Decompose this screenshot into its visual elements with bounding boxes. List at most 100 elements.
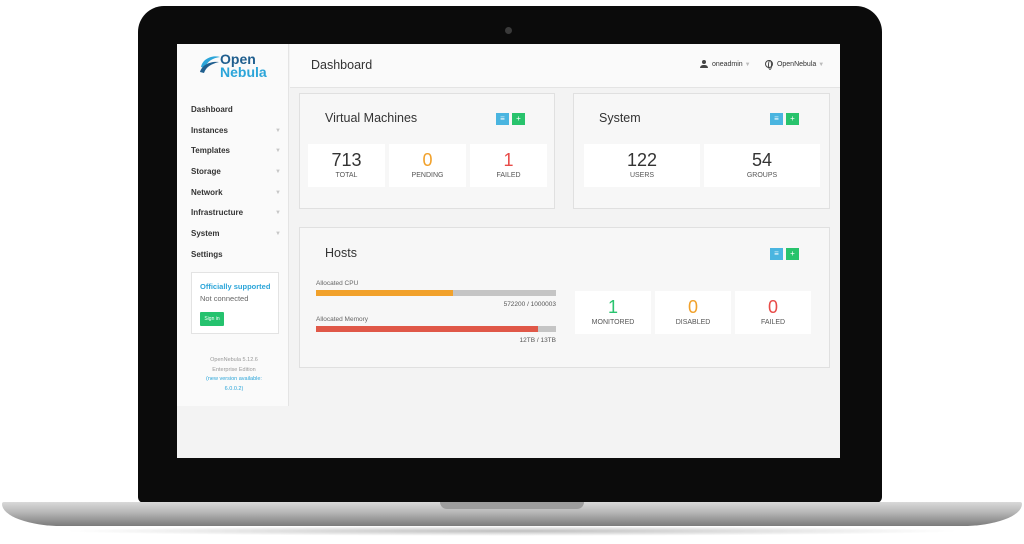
stat-label: PENDING: [411, 172, 444, 179]
vm-stat-pending[interactable]: 0 PENDING: [389, 144, 466, 187]
hosts-panel-actions: ≡ +: [770, 248, 799, 260]
stat-label: GROUPS: [746, 172, 778, 179]
user-icon: [700, 60, 708, 68]
plus-icon: +: [516, 114, 521, 123]
vm-stat-total[interactable]: 713 TOTAL: [308, 144, 385, 187]
plus-icon: +: [790, 114, 795, 123]
hosts-stat-failed[interactable]: 0 FAILED: [735, 291, 811, 334]
stat-label: DISABLED: [675, 319, 711, 326]
list-button[interactable]: ≡: [770, 113, 783, 125]
sidebar-item-settings[interactable]: Settings: [191, 250, 281, 271]
list-icon: ≡: [774, 249, 779, 258]
camera-icon: [505, 27, 512, 34]
user-menu[interactable]: oneadmin ▼: [700, 60, 751, 68]
stat-value: 1: [607, 297, 618, 317]
sidebar-item-infrastructure[interactable]: Infrastructure ▼: [191, 208, 281, 229]
cpu-bar: [316, 290, 556, 296]
stat-value: 713: [331, 150, 362, 170]
memory-bar-fill: [316, 326, 538, 332]
stat-value: 1: [503, 150, 514, 170]
support-status: Not connected: [200, 294, 249, 303]
sidebar-item-label: Storage: [191, 167, 221, 177]
system-stat-groups[interactable]: 54 GROUPS: [704, 144, 820, 187]
vm-panel-actions: ≡ +: [496, 113, 525, 125]
memory-value: 12TB / 13TB: [519, 337, 557, 344]
laptop-shadow: [60, 526, 964, 536]
memory-label: Allocated Memory: [316, 316, 369, 323]
stat-value: 0: [687, 297, 698, 317]
chevron-down-icon: ▼: [275, 127, 281, 134]
nebula-logo-icon: [200, 56, 220, 73]
sidebar-item-label: Dashboard: [191, 105, 233, 114]
system-panel-actions: ≡ +: [770, 113, 799, 125]
system-stat-users[interactable]: 122 USERS: [584, 144, 700, 187]
stat-label: MONITORED: [591, 319, 635, 326]
sidebar-item-network[interactable]: Network ▼: [191, 188, 281, 209]
sidebar-item-dashboard[interactable]: Dashboard: [191, 105, 281, 126]
sidebar-item-system[interactable]: System ▼: [191, 229, 281, 250]
stat-value: 122: [626, 150, 658, 170]
page-title: Dashboard: [311, 58, 373, 72]
stat-label: FAILED: [760, 319, 786, 326]
chevron-down-icon: ▼: [275, 210, 281, 217]
stat-label: USERS: [629, 172, 655, 179]
vm-stat-failed[interactable]: 1 FAILED: [470, 144, 547, 187]
add-button[interactable]: +: [512, 113, 525, 125]
list-button[interactable]: ≡: [496, 113, 509, 125]
chevron-down-icon: ▼: [818, 61, 825, 68]
sidebar-item-storage[interactable]: Storage ▼: [191, 167, 281, 188]
add-button[interactable]: +: [786, 113, 799, 125]
system-panel-title: System: [599, 111, 641, 125]
zone-menu[interactable]: OpenNebula ▼: [765, 60, 825, 70]
chevron-down-icon: ▼: [275, 148, 281, 155]
version-info: OpenNebula 5.12.6 Enterprise Edition (ne…: [191, 356, 277, 394]
list-button[interactable]: ≡: [770, 248, 783, 260]
support-title[interactable]: Officially supported: [200, 282, 271, 291]
system-panel: System ≡ + 122 USERS 54 GROUPS: [573, 93, 830, 209]
logo-line-2: Nebula: [220, 64, 267, 80]
sidebar: Open Nebula Dashboard Instances ▼ Templat…: [177, 44, 289, 406]
sidebar-item-label: Templates: [191, 146, 230, 156]
stat-value: 54: [751, 150, 773, 170]
list-icon: ≡: [500, 114, 505, 123]
stat-value: 0: [767, 297, 778, 317]
stat-label: FAILED: [496, 172, 521, 179]
logo-line-1: Open: [220, 51, 256, 67]
opennebula-logo[interactable]: Open Nebula: [199, 52, 273, 82]
stat-label: TOTAL: [335, 172, 358, 179]
sidebar-item-instances[interactable]: Instances ▼: [191, 126, 281, 147]
sidebar-item-label: System: [191, 229, 220, 239]
cpu-bar-fill: [316, 290, 454, 296]
user-name: oneadmin: [711, 60, 743, 68]
hosts-panel-title: Hosts: [325, 246, 357, 260]
memory-bar: [316, 326, 556, 332]
globe-icon: [765, 60, 773, 70]
add-button[interactable]: +: [786, 248, 799, 260]
hosts-stat-monitored[interactable]: 1 MONITORED: [575, 291, 651, 334]
sidebar-item-templates[interactable]: Templates ▼: [191, 146, 281, 167]
chevron-down-icon: ▼: [275, 189, 281, 196]
screen: Open Nebula Dashboard Instances ▼ Templat…: [177, 44, 840, 458]
support-box: Officially supported Not connected Sign …: [191, 272, 279, 334]
sign-in-button[interactable]: Sign in: [200, 312, 224, 326]
cpu-value: 572200 / 1000003: [503, 301, 556, 308]
sidebar-item-label: Settings: [191, 249, 223, 259]
vm-panel: Virtual Machines ≡ + 713 TOTAL 0 PENDING…: [299, 93, 555, 209]
chevron-down-icon: ▼: [744, 61, 751, 68]
plus-icon: +: [790, 249, 795, 258]
zone-name: OpenNebula: [776, 60, 817, 68]
version-line: OpenNebula 5.12.6: [210, 357, 258, 363]
chevron-down-icon: ▼: [275, 231, 281, 238]
new-version-link[interactable]: (new version available:: [206, 376, 262, 382]
laptop-notch: [440, 502, 584, 509]
top-bar: Dashboard oneadmin ▼ OpenNebula ▼: [290, 44, 840, 88]
sidebar-item-label: Network: [191, 187, 223, 197]
stat-value: 0: [422, 150, 433, 170]
sidebar-item-label: Instances: [191, 125, 228, 135]
sidebar-item-label: Infrastructure: [191, 208, 244, 218]
hosts-stat-disabled[interactable]: 0 DISABLED: [655, 291, 731, 334]
chevron-down-icon: ▼: [275, 169, 281, 176]
new-version-number[interactable]: 6.0.0.2): [224, 385, 244, 392]
list-icon: ≡: [774, 114, 779, 123]
hosts-panel: Hosts ≡ + Allocated CPU 572200 / 1000003…: [299, 227, 830, 368]
